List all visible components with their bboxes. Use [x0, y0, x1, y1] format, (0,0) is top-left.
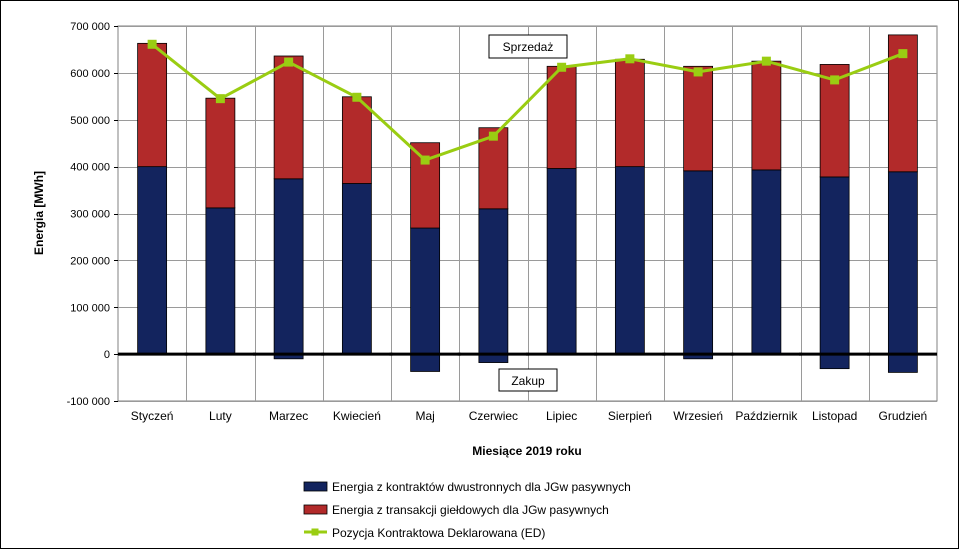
y-tick-label: 200 000 — [70, 255, 110, 267]
bar-exchange — [546, 65, 577, 169]
legend-swatch-bilateral — [303, 481, 328, 492]
x-tick-label: Maj — [415, 409, 434, 423]
bar-exchange — [205, 97, 236, 209]
zero-axis-dot — [457, 352, 461, 356]
legend-label-exchange: Energia z transakcji giełdowych dla JGw … — [332, 503, 609, 517]
bar-negative — [887, 353, 918, 373]
zero-axis-dot — [389, 352, 393, 356]
purchase-annotation-label: Zakup — [511, 374, 545, 388]
zero-axis-dot — [730, 352, 734, 356]
zero-axis-dot — [184, 352, 188, 356]
bar-bilateral — [546, 168, 577, 355]
y-tick-label: 300 000 — [70, 209, 110, 221]
bar-bilateral — [137, 166, 168, 355]
sales-annotation-label: Sprzedaż — [503, 40, 554, 54]
x-tick-label: Styczeń — [131, 409, 174, 423]
bar-bilateral — [887, 171, 918, 355]
ed-marker — [147, 39, 157, 49]
ed-marker — [488, 131, 498, 141]
legend-label-ed: Pozycja Kontraktowa Deklarowana (ED) — [332, 526, 545, 540]
x-tick-label: Sierpień — [608, 409, 652, 423]
plot-area — [117, 25, 938, 402]
legend-item-ed: Pozycja Kontraktowa Deklarowana (ED) — [304, 526, 545, 540]
x-tick-label: Czerwiec — [469, 409, 518, 423]
bar-bilateral — [341, 183, 372, 355]
x-axis-title: Miesiące 2019 roku — [472, 444, 581, 458]
bar-exchange — [614, 58, 645, 168]
y-tick-label: 700 000 — [70, 21, 110, 33]
legend-label-bilateral: Energia z kontraktów dwustronnych dla JG… — [332, 480, 631, 494]
bar-negative — [819, 353, 850, 370]
bar-bilateral — [614, 166, 645, 355]
y-tick-label: 100 000 — [70, 302, 110, 314]
ed-line — [151, 43, 904, 162]
bar-bilateral — [478, 208, 509, 355]
bar-bilateral — [205, 207, 236, 355]
x-tick-label: Listopad — [812, 409, 857, 423]
bar-bilateral — [751, 169, 782, 355]
grid-lines — [114, 26, 937, 402]
y-tick-label: 400 000 — [70, 162, 110, 174]
bar-bilateral — [273, 178, 304, 355]
y-axis-title: Energia [MWh] — [32, 171, 46, 255]
ed-marker — [215, 94, 225, 104]
x-tick-label: Marzec — [269, 409, 308, 423]
zero-axis-dot — [867, 352, 871, 356]
y-tick-label: 0 — [104, 349, 110, 361]
ed-marker — [625, 54, 635, 64]
y-tick-label: 600 000 — [70, 68, 110, 80]
x-tick-label: Grudzień — [879, 409, 928, 423]
zero-axis-dot — [253, 352, 256, 356]
ed-marker — [352, 92, 362, 102]
legend-item-exchange: Energia z transakcji giełdowych dla JGw … — [303, 503, 609, 517]
bar-negative — [410, 353, 441, 372]
zero-axis-dot — [594, 352, 598, 356]
bar-exchange — [683, 65, 714, 172]
tick-label-layer: -100 000 0 100 000 200 000 300 000 400 000 500… — [67, 21, 928, 423]
bar-bilateral — [819, 176, 850, 355]
sales-annotation: Sprzedaż — [488, 34, 568, 59]
purchase-annotation: Zakup — [498, 368, 558, 392]
ed-marker — [761, 56, 771, 66]
bar-exchange — [751, 60, 782, 171]
bar-layer — [137, 34, 918, 373]
ed-marker — [693, 67, 703, 77]
bar-exchange — [341, 96, 372, 184]
bar-bilateral — [683, 170, 714, 355]
legend-swatch-exchange — [303, 504, 328, 515]
bar-exchange — [273, 55, 304, 180]
ed-marker — [284, 57, 294, 67]
legend: Energia z kontraktów dwustronnych dla JG… — [303, 480, 631, 540]
x-tick-label: Październik — [735, 409, 798, 423]
zero-axis-dot — [321, 352, 325, 356]
ed-marker — [830, 75, 840, 85]
zero-axis-dot — [799, 352, 802, 356]
x-tick-label: Lipiec — [546, 409, 577, 423]
ed-marker — [420, 155, 430, 165]
x-tick-label: Kwiecień — [333, 409, 381, 423]
bar-exchange — [137, 42, 168, 168]
ed-marker — [898, 49, 908, 59]
x-tick-label: Luty — [209, 409, 232, 423]
x-tick-label: Wrzesień — [673, 409, 723, 423]
axis-layer — [118, 352, 937, 356]
zero-axis-dot — [526, 352, 529, 356]
y-tick-label: 500 000 — [70, 115, 110, 127]
zero-axis-dot — [662, 352, 666, 356]
legend-item-bilateral: Energia z kontraktów dwustronnych dla JG… — [303, 480, 631, 494]
legend-marker-ed — [311, 528, 319, 536]
y-tick-label: -100 000 — [67, 396, 110, 408]
line-layer — [147, 39, 908, 165]
ed-marker — [557, 62, 567, 72]
bar-bilateral — [410, 227, 441, 355]
bar-exchange — [478, 127, 509, 210]
